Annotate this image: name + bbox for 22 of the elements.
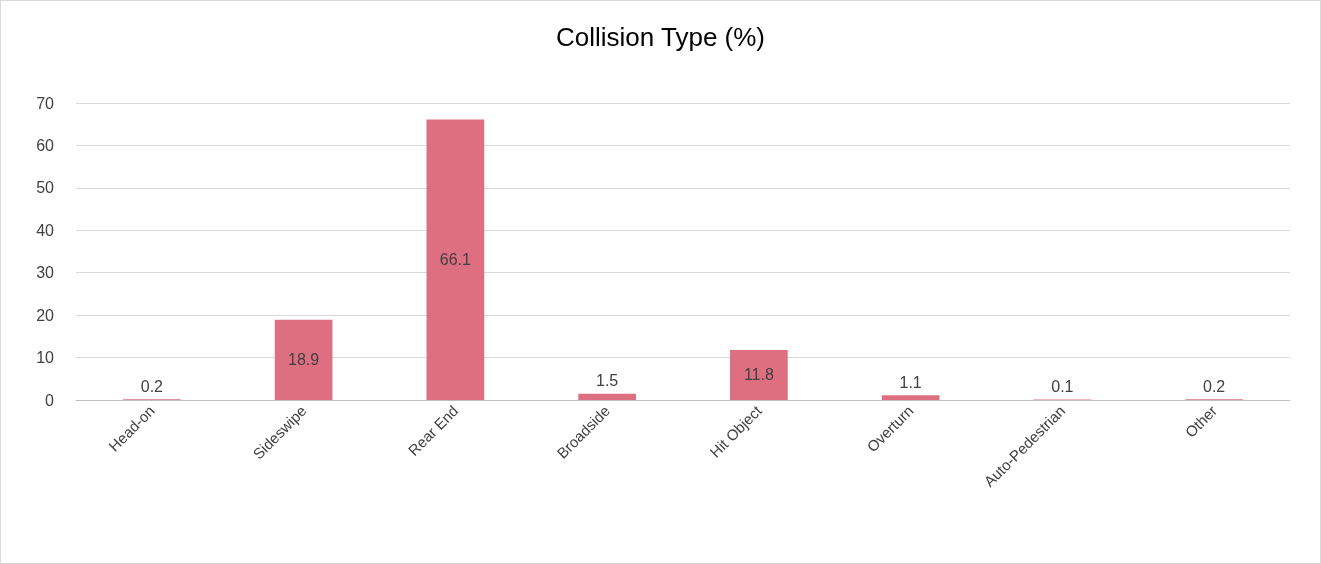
chart-title: Collision Type (%)	[555, 22, 766, 52]
y-tick-label: 70	[36, 94, 55, 112]
bar	[578, 393, 636, 400]
y-tick-label: 10	[36, 349, 55, 367]
y-tick-label: 40	[36, 221, 55, 239]
data-label: 1.1	[899, 373, 922, 391]
y-tick-label: 30	[36, 264, 55, 282]
data-label: 66.1	[439, 251, 472, 269]
bar	[426, 119, 485, 400]
y-tick-label: 20	[36, 306, 55, 324]
y-tick-label: 50	[36, 179, 55, 197]
data-label: 0.2	[140, 377, 164, 395]
data-label: 18.9	[288, 351, 320, 369]
data-label: 1.5	[596, 372, 619, 390]
bar	[274, 319, 333, 400]
y-tick-label: 0	[45, 391, 55, 409]
data-label: 11.8	[743, 366, 774, 384]
data-label: 0.2	[1203, 377, 1226, 395]
bar	[730, 349, 788, 400]
bar	[881, 395, 940, 400]
data-label: 0.1	[1051, 378, 1074, 396]
y-tick-label: 60	[36, 136, 55, 154]
